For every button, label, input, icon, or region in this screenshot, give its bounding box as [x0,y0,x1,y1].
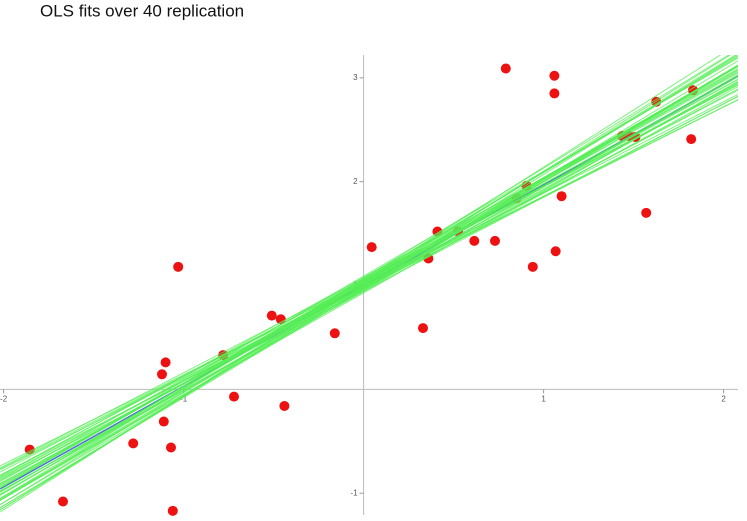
fit-lines [0,55,738,513]
data-point [550,246,561,257]
data-point [418,323,428,334]
data-point [173,261,184,272]
fit-line [0,64,738,496]
fit-line [0,74,738,501]
data-point [229,391,239,402]
fit-line [0,78,738,485]
data-point [329,328,340,339]
data-point [686,134,697,145]
chart-title: OLS fits over 40 replication [40,1,244,20]
data-point [166,442,176,453]
data-point [160,357,171,368]
data-point [158,416,169,427]
y-tick-label: 3 [353,73,358,82]
y-tick-label: -1 [350,488,358,497]
data-point [167,505,178,516]
data-point [266,310,277,321]
x-tick-label: -2 [0,394,8,403]
x-tick-label: 2 [721,394,726,403]
data-point [556,191,567,202]
x-tick-label: 1 [541,394,546,403]
fit-line [0,89,738,478]
fit-line [0,65,738,506]
data-point [490,235,500,246]
x-tick-label: -1 [180,394,188,403]
fit-line [0,80,738,499]
data-point [128,438,139,449]
data-point [549,88,560,99]
data-point [279,400,290,411]
fit-line [0,60,738,509]
data-point [366,242,377,253]
data-point [500,63,511,74]
data-point [527,261,538,272]
fit-line [0,55,738,511]
fit-line [0,55,738,499]
data-point [469,235,480,246]
data-point [157,369,167,380]
data-point [58,496,68,507]
data-point [641,207,652,218]
fit-line [0,55,730,502]
data-point [549,70,560,81]
fit-line [0,84,738,469]
y-tick-label: 2 [353,177,358,186]
